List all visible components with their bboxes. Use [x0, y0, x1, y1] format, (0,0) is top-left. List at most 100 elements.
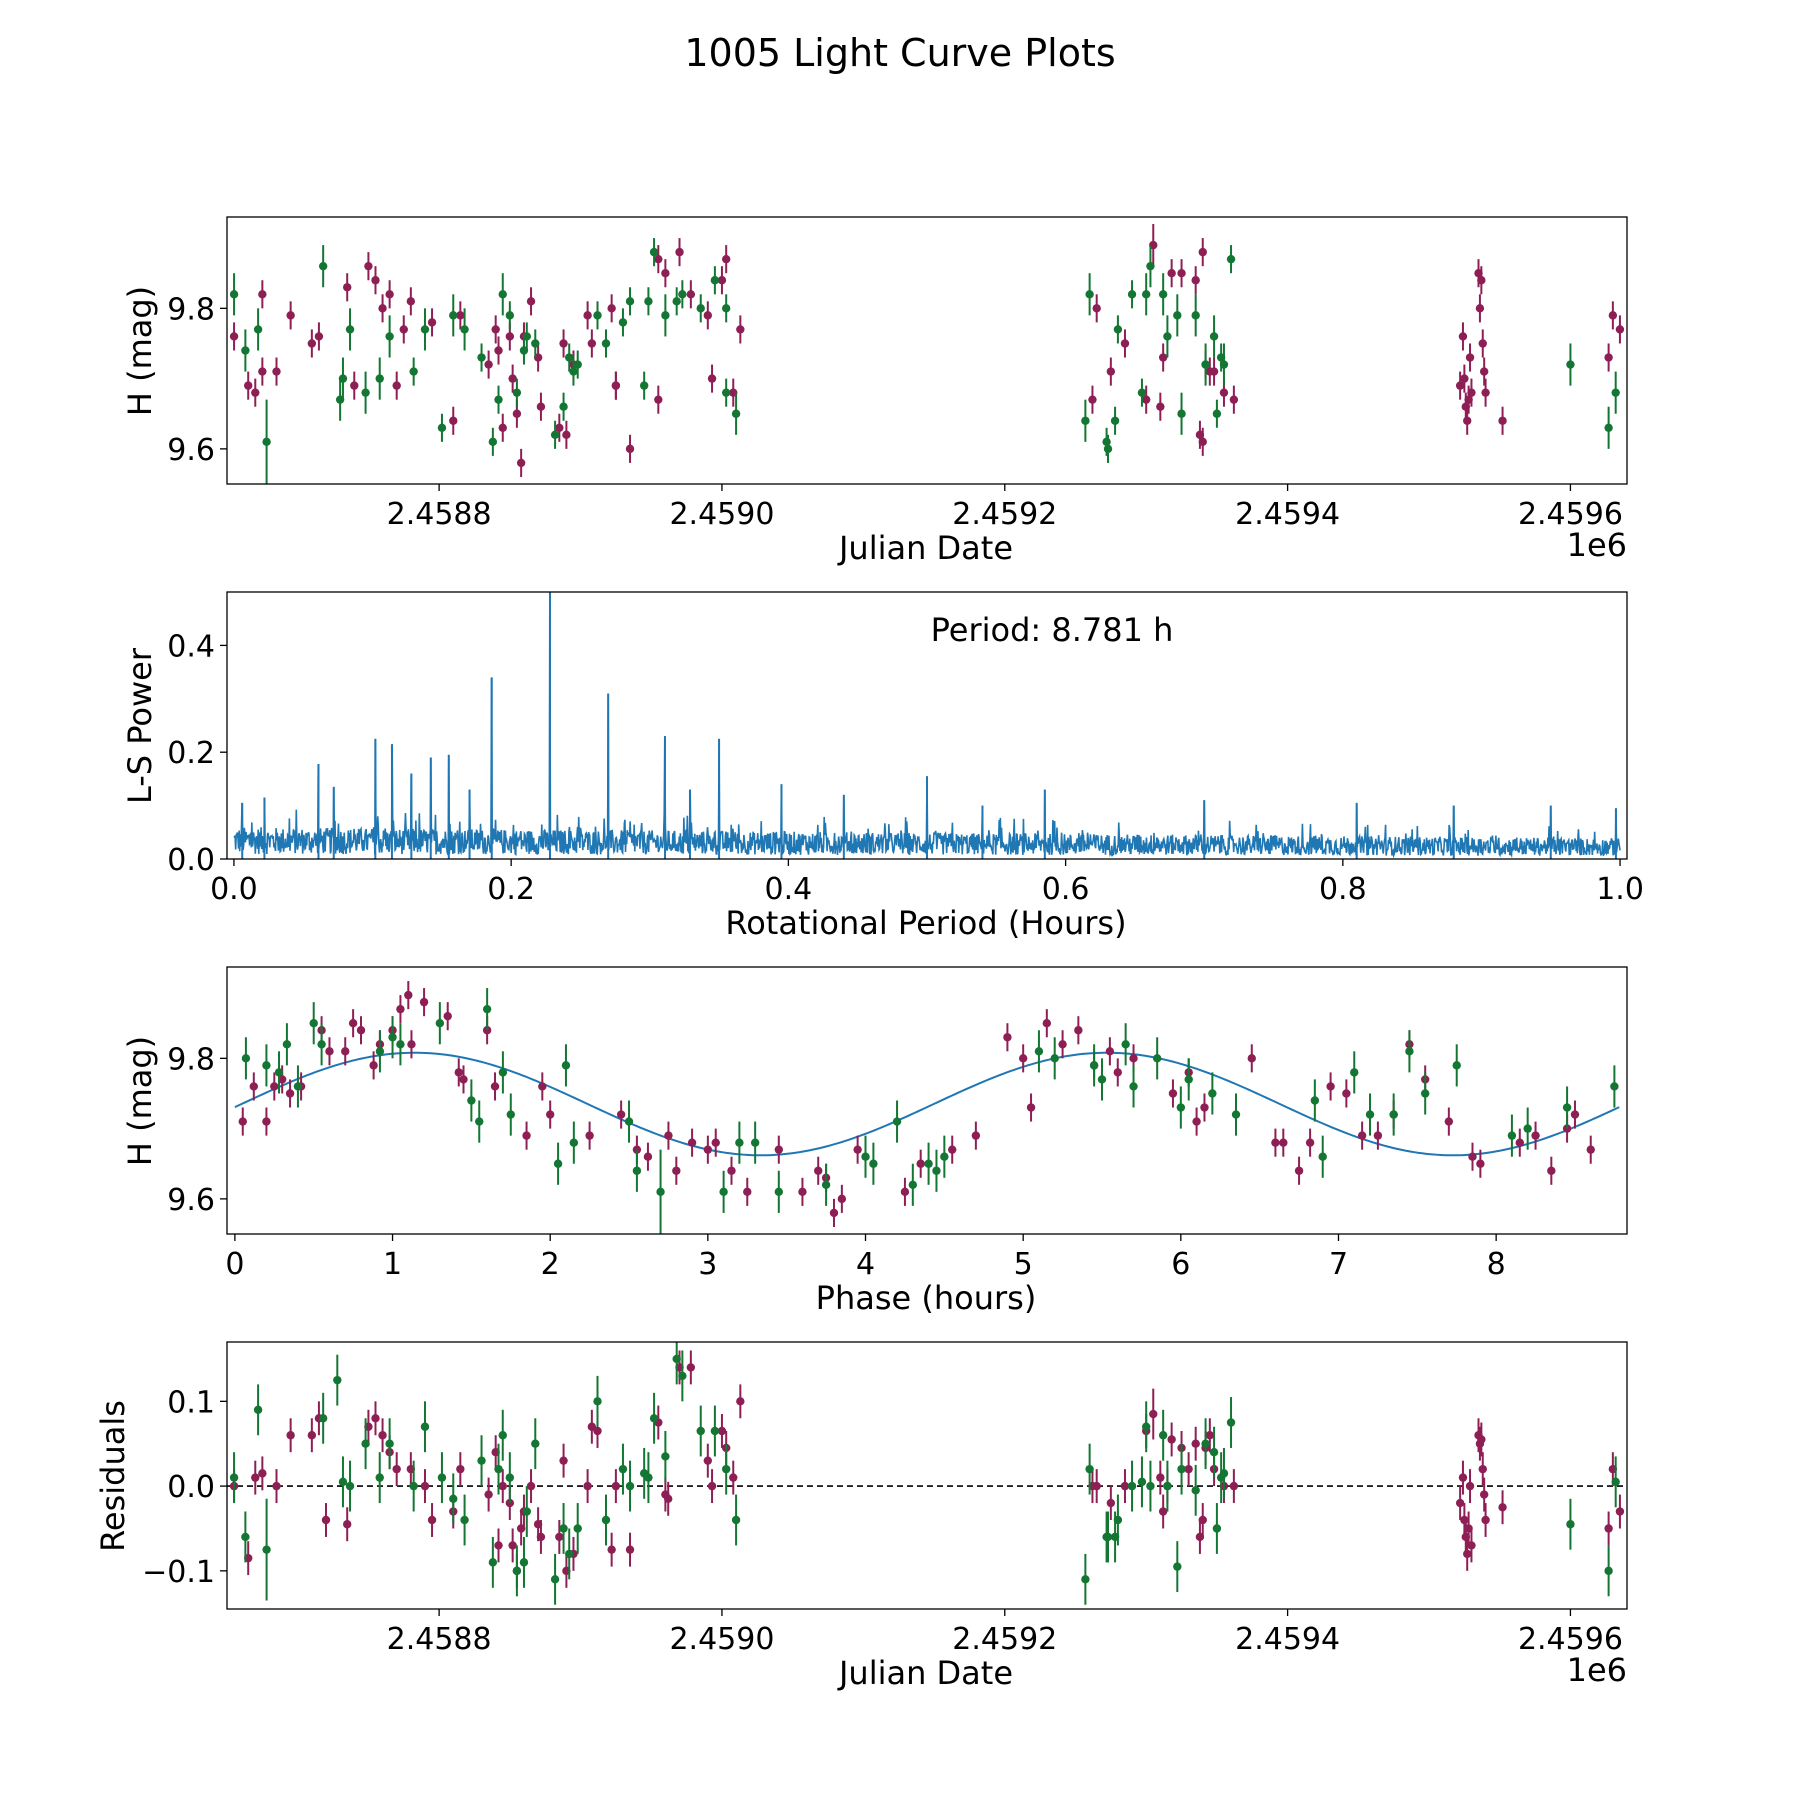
- data-point: [488, 437, 498, 447]
- data-point: [587, 339, 597, 348]
- data-point: [238, 1117, 247, 1126]
- data-point: [420, 1481, 430, 1491]
- data-point: [1208, 1089, 1217, 1098]
- data-point: [1479, 1490, 1489, 1499]
- data-point: [378, 304, 387, 313]
- data-point: [550, 1575, 560, 1584]
- data-point: [632, 1166, 642, 1175]
- data-point: [1191, 1439, 1200, 1448]
- data-point: [253, 1405, 263, 1415]
- data-point: [553, 1159, 563, 1168]
- data-point: [1463, 1549, 1472, 1559]
- raw-xtick-label: 2.4588: [387, 497, 492, 532]
- data-point: [536, 402, 546, 411]
- data-point: [1163, 1481, 1172, 1491]
- folded-xtick-label: 7: [1329, 1247, 1348, 1282]
- data-point: [1209, 367, 1219, 376]
- data-point: [361, 388, 370, 397]
- data-point: [703, 311, 713, 320]
- data-point: [1089, 1061, 1099, 1070]
- data-point: [371, 1414, 380, 1423]
- data-point: [601, 1515, 611, 1525]
- data-point: [341, 1047, 350, 1056]
- residuals-xtick-label: 2.4594: [1235, 1622, 1340, 1657]
- raw-xtick-label: 2.4590: [669, 497, 774, 532]
- data-point: [1365, 1110, 1375, 1119]
- data-point: [1152, 1054, 1162, 1063]
- data-point: [678, 290, 687, 299]
- data-point: [672, 1166, 681, 1175]
- data-point: [229, 1473, 239, 1482]
- residuals-xtick-label: 2.4596: [1518, 1622, 1623, 1657]
- data-point: [338, 374, 348, 383]
- data-point: [1121, 1040, 1130, 1049]
- residuals-axes-frame: [226, 1341, 1628, 1610]
- folded-plot-area: [234, 981, 1620, 1234]
- data-point: [607, 304, 616, 313]
- data-point: [454, 1068, 463, 1077]
- data-point: [538, 1082, 547, 1091]
- data-point: [656, 1187, 665, 1197]
- data-point: [1212, 409, 1222, 418]
- data-point: [498, 1431, 507, 1440]
- folded-ytick-label: 9.6: [167, 1183, 215, 1218]
- data-point: [1209, 332, 1219, 341]
- data-point: [338, 1477, 348, 1487]
- data-point: [661, 1452, 670, 1461]
- periodogram-xtick-label: 0.6: [1042, 872, 1090, 907]
- data-point: [1127, 1481, 1137, 1491]
- data-point: [519, 1558, 529, 1567]
- data-point: [573, 360, 582, 369]
- data-point: [672, 1354, 681, 1364]
- figure-title: 1005 Light Curve Plots: [684, 31, 1115, 75]
- data-point: [1209, 1447, 1219, 1457]
- data-point: [406, 297, 416, 306]
- data-point: [1531, 1131, 1540, 1140]
- data-point: [607, 1545, 616, 1554]
- data-point: [1515, 1138, 1524, 1147]
- data-point: [1201, 360, 1210, 369]
- data-point: [385, 332, 394, 341]
- data-point: [821, 1180, 831, 1190]
- data-point: [229, 290, 239, 299]
- data-point: [583, 311, 592, 320]
- data-point: [512, 1566, 522, 1576]
- data-point: [321, 1515, 331, 1525]
- data-point: [1226, 1418, 1236, 1427]
- folded-ticks: 0 1 2 3 4 5 6 7 8 9.6 9.8: [167, 1042, 1505, 1282]
- data-point: [774, 1187, 784, 1197]
- data-point: [1034, 1047, 1044, 1056]
- data-point: [494, 395, 503, 404]
- residuals-ylabel: Residuals: [94, 1400, 132, 1552]
- data-point: [345, 1481, 355, 1491]
- data-point: [1475, 304, 1485, 313]
- data-point: [505, 1473, 515, 1482]
- data-point: [1102, 437, 1111, 447]
- folded-xlabel: Phase (hours): [816, 1279, 1037, 1317]
- data-point: [1342, 1089, 1351, 1098]
- data-point: [1105, 1047, 1115, 1056]
- data-point: [644, 1473, 653, 1482]
- data-point: [1191, 311, 1200, 320]
- data-point: [1081, 1575, 1090, 1584]
- data-point: [661, 311, 670, 320]
- data-point: [437, 1473, 447, 1482]
- data-point: [1129, 1054, 1138, 1063]
- data-point: [1481, 1515, 1490, 1525]
- data-point: [1113, 1515, 1123, 1525]
- data-point: [892, 1117, 902, 1126]
- data-point: [314, 332, 324, 341]
- data-point: [829, 1208, 839, 1218]
- data-point: [1198, 247, 1207, 257]
- data-point: [710, 1426, 720, 1436]
- data-point: [512, 409, 522, 418]
- data-point: [1074, 1026, 1083, 1035]
- data-point: [484, 360, 493, 369]
- data-point: [522, 1131, 531, 1140]
- data-point: [585, 1131, 594, 1140]
- data-point: [1271, 1138, 1280, 1147]
- data-point: [407, 1040, 416, 1049]
- residuals-xlabel: Julian Date: [837, 1654, 1013, 1692]
- data-point: [516, 458, 526, 468]
- data-point: [1523, 1124, 1532, 1133]
